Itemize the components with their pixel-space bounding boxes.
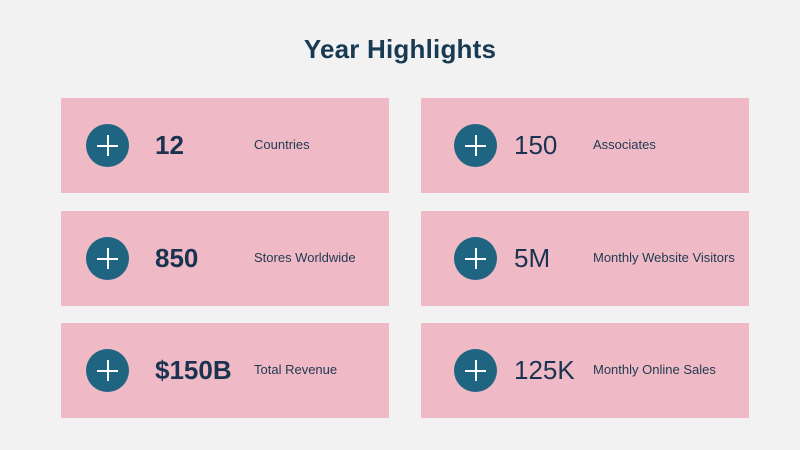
highlight-label: Monthly Website Visitors [593,250,735,265]
plus-icon [86,124,129,167]
slide-title: Year Highlights [303,34,497,64]
highlight-value: 150 [514,130,558,160]
plus-icon [86,349,129,392]
plus-icon [86,237,129,280]
highlight-label: Associates [593,137,656,152]
highlight-label: Total Revenue [254,362,338,377]
highlight-label: Countries [254,137,310,152]
plus-icon [454,349,497,392]
highlight-value: 5M [514,243,551,273]
highlight-value: 125K [514,355,575,385]
highlight-label: Stores Worldwide [254,250,356,265]
highlight-card-revenue: $150B Total Revenue [61,323,389,418]
plus-icon [454,237,497,280]
highlight-label: Monthly Online Sales [593,362,716,377]
highlight-card-online-sales: 125K Monthly Online Sales [421,323,749,418]
plus-icon [454,124,497,167]
highlight-card-stores: 850 Stores Worldwide [61,211,389,306]
highlight-value: 12 [155,130,184,160]
highlight-card-countries: 12 Countries [61,98,389,193]
highlight-card-website-visitors: 5M Monthly Website Visitors [421,211,749,306]
highlight-card-associates: 150 Associates [421,98,749,193]
highlight-value: 850 [155,243,199,273]
highlight-value: $150B [155,355,232,385]
